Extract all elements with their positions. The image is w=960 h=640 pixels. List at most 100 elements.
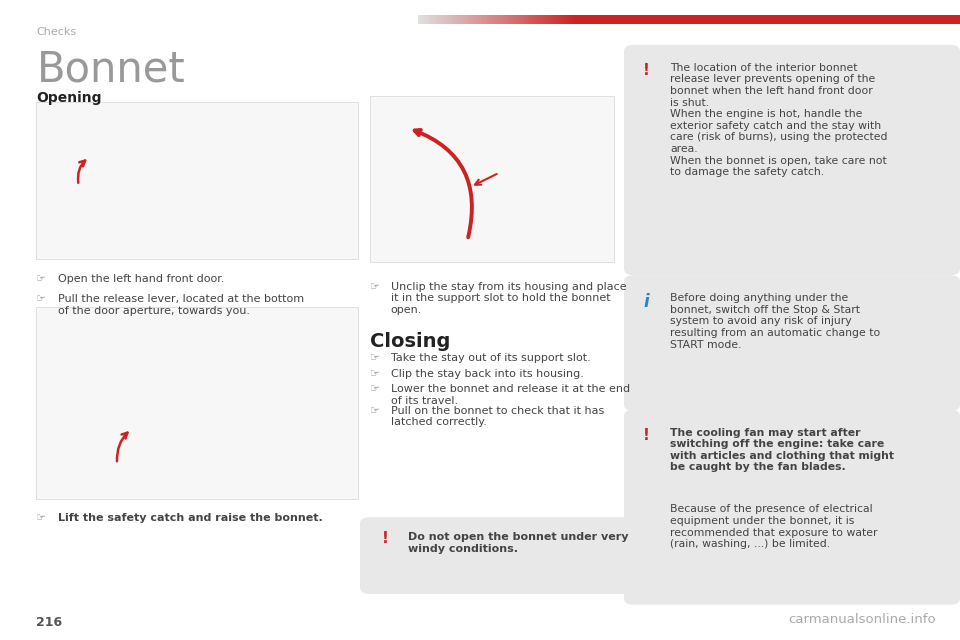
Bar [533, 15, 536, 24]
Bar [453, 15, 456, 24]
Bar [440, 15, 443, 24]
Text: Open the left hand front door.: Open the left hand front door. [58, 274, 224, 284]
Text: 216: 216 [36, 616, 62, 628]
Text: Because of the presence of electrical
equipment under the bonnet, it is
recommen: Because of the presence of electrical eq… [670, 504, 877, 549]
Text: The cooling fan may start after
switching off the engine: take care
with article: The cooling fan may start after switchin… [670, 428, 894, 472]
Bar [471, 15, 474, 24]
Bar [445, 15, 448, 24]
Bar [485, 15, 488, 24]
Bar [550, 15, 553, 24]
Bar [420, 15, 422, 24]
Bar [566, 15, 569, 24]
Bar [429, 15, 432, 24]
Bar [552, 15, 555, 24]
Bar [501, 15, 504, 24]
Bar [572, 15, 575, 24]
FancyBboxPatch shape [624, 45, 960, 275]
Bar [546, 15, 549, 24]
Bar [444, 15, 446, 24]
Bar [516, 15, 519, 24]
Text: Pull on the bonnet to check that it has
latched correctly.: Pull on the bonnet to check that it has … [391, 406, 604, 428]
Bar [473, 15, 476, 24]
Text: Do not open the bonnet under very
windy conditions.: Do not open the bonnet under very windy … [408, 532, 629, 554]
Bar [436, 15, 439, 24]
Text: Closing: Closing [370, 332, 450, 351]
Bar [455, 15, 458, 24]
Bar [425, 15, 428, 24]
Bar [479, 15, 482, 24]
Bar [427, 15, 430, 24]
Text: Lift the safety catch and raise the bonnet.: Lift the safety catch and raise the bonn… [58, 513, 323, 524]
Bar [431, 15, 434, 24]
Text: Opening: Opening [36, 91, 102, 105]
Text: Pull the release lever, located at the bottom
of the door aperture, towards you.: Pull the release lever, located at the b… [58, 294, 303, 316]
Text: Checks: Checks [36, 27, 77, 37]
Bar [491, 15, 493, 24]
Bar [526, 15, 529, 24]
Bar [564, 15, 567, 24]
Text: ☞: ☞ [370, 282, 379, 292]
Bar [544, 15, 547, 24]
Bar [509, 15, 512, 24]
Bar [483, 15, 486, 24]
Bar [568, 15, 571, 24]
Text: i: i [643, 293, 649, 311]
Bar [558, 15, 561, 24]
Bar [535, 15, 538, 24]
Text: Lower the bonnet and release it at the end
of its travel.: Lower the bonnet and release it at the e… [391, 384, 630, 406]
Bar [465, 15, 468, 24]
Bar [457, 15, 460, 24]
Bar [469, 15, 472, 24]
Bar [463, 15, 467, 24]
Bar [505, 15, 508, 24]
Bar [576, 15, 960, 24]
Bar [520, 15, 523, 24]
Bar [423, 15, 426, 24]
Text: The location of the interior bonnet
release lever prevents opening of the
bonnet: The location of the interior bonnet rele… [670, 63, 888, 177]
Bar [574, 15, 577, 24]
Bar [497, 15, 500, 24]
Bar [511, 15, 514, 24]
FancyBboxPatch shape [360, 517, 634, 594]
Bar [499, 15, 502, 24]
Bar [556, 15, 559, 24]
Text: Bonnet: Bonnet [36, 48, 185, 90]
Text: carmanualsonline.info: carmanualsonline.info [788, 613, 936, 626]
Bar [494, 15, 497, 24]
Bar [459, 15, 462, 24]
Bar [554, 15, 557, 24]
Bar [539, 15, 541, 24]
Text: !: ! [382, 531, 389, 546]
Bar [442, 15, 444, 24]
Text: ☞: ☞ [36, 513, 46, 524]
Bar [542, 15, 545, 24]
Text: ☞: ☞ [36, 274, 46, 284]
FancyBboxPatch shape [624, 275, 960, 411]
Bar [560, 15, 564, 24]
Text: !: ! [643, 428, 650, 442]
Bar [522, 15, 525, 24]
Text: Take the stay out of its support slot.: Take the stay out of its support slot. [391, 353, 590, 364]
Text: !: ! [643, 63, 650, 77]
Bar [477, 15, 480, 24]
Bar [528, 15, 532, 24]
Bar [447, 15, 450, 24]
Text: ☞: ☞ [370, 406, 379, 416]
Bar [451, 15, 454, 24]
Bar [537, 15, 540, 24]
Bar [548, 15, 551, 24]
Bar [503, 15, 506, 24]
Bar [481, 15, 484, 24]
Bar [489, 15, 492, 24]
Bar [418, 15, 420, 24]
Bar [513, 15, 516, 24]
Bar [370, 96, 614, 262]
Bar [487, 15, 490, 24]
Bar [468, 15, 470, 24]
Bar [492, 15, 495, 24]
Bar [570, 15, 573, 24]
Text: Clip the stay back into its housing.: Clip the stay back into its housing. [391, 369, 584, 379]
Bar [449, 15, 452, 24]
Bar [524, 15, 527, 24]
Bar [531, 15, 534, 24]
